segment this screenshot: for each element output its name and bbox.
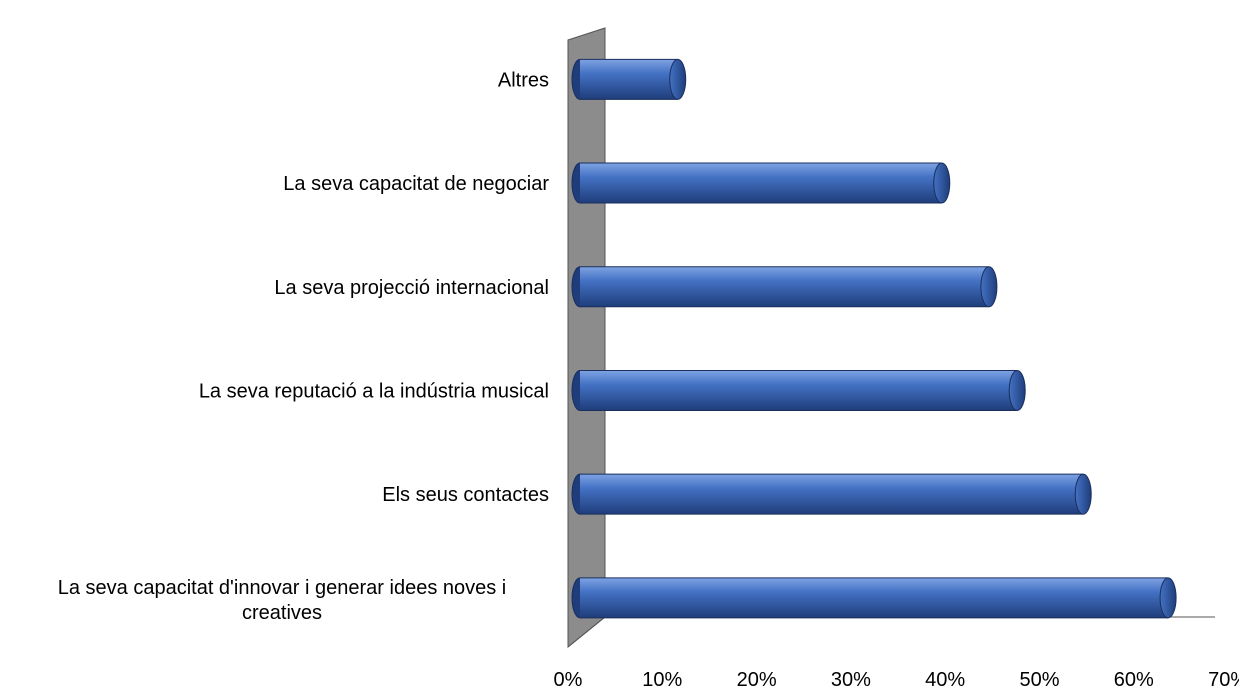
- bar-end-cap: [1074, 473, 1092, 515]
- floor-edge: [567, 616, 606, 648]
- bar-body: [580, 577, 1169, 618]
- bar-body: [580, 163, 942, 204]
- bar-end-cap: [980, 266, 998, 308]
- bar-end-cap: [933, 162, 951, 204]
- category-label: Els seus contactes: [382, 484, 549, 506]
- x-tick-label: 70%: [1208, 669, 1239, 691]
- x-tick-label: 20%: [737, 669, 777, 691]
- category-label: La seva capacitat de negociar: [283, 173, 549, 195]
- category-label: La seva capacitat d'innovar i generar id…: [58, 577, 507, 624]
- category-label: La seva projecció internacional: [274, 277, 549, 299]
- category-label: Altres: [498, 69, 549, 91]
- x-tick-label: 40%: [925, 669, 965, 691]
- bar: [571, 577, 1177, 619]
- category-label-line: La seva capacitat d'innovar i generar id…: [58, 577, 507, 599]
- bar-end-cap: [1159, 577, 1177, 619]
- x-tick-label: 0%: [554, 669, 583, 691]
- x-tick-label: 60%: [1114, 669, 1154, 691]
- bar-end-cap: [1008, 369, 1026, 411]
- chart-side-wall: [567, 27, 606, 649]
- bar-body: [580, 370, 1018, 411]
- bar-body: [580, 474, 1084, 515]
- bar: [571, 58, 687, 100]
- bar: [571, 162, 951, 204]
- bar-end-cap: [669, 58, 687, 100]
- category-label: La seva reputació a la indústria musical: [199, 380, 549, 402]
- bar-body: [580, 266, 989, 307]
- bar-body: [580, 59, 678, 100]
- category-label-line: creatives: [242, 602, 322, 624]
- x-tick-label: 50%: [1019, 669, 1059, 691]
- bar: [571, 266, 998, 308]
- x-tick-label: 10%: [642, 669, 682, 691]
- bar: [571, 473, 1092, 515]
- x-tick-label: 30%: [831, 669, 871, 691]
- bar: [571, 369, 1026, 411]
